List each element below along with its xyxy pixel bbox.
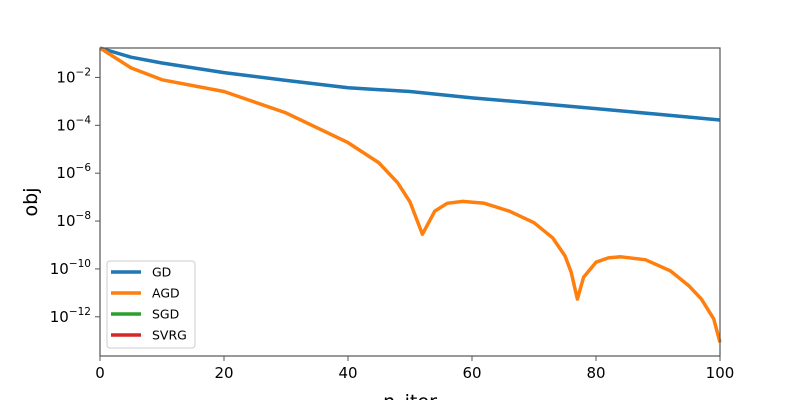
y-tick-exponent: −2	[76, 66, 91, 78]
y-tick-exponent: −4	[76, 114, 92, 126]
y-tick-exponent: −10	[69, 258, 91, 270]
y-tick-label: 10−4	[56, 114, 91, 134]
y-tick-label: 10−8	[56, 210, 91, 230]
legend-label: GD	[152, 265, 171, 280]
y-tick-label: 10−10	[50, 258, 91, 278]
y-tick-label: 10−12	[50, 306, 91, 326]
y-tick-exponent: −12	[69, 306, 91, 318]
y-tick-label: 10−2	[56, 66, 91, 86]
legend-label: SVRG	[152, 328, 187, 343]
x-tick-label: 80	[586, 364, 605, 382]
x-tick-label: 20	[214, 364, 233, 382]
y-tick-base: 10	[56, 68, 75, 86]
y-tick-base: 10	[56, 116, 75, 134]
y-tick-base: 10	[50, 308, 69, 326]
y-axis-label: obj	[20, 188, 42, 217]
y-tick-base: 10	[56, 212, 75, 230]
legend-box	[106, 260, 196, 349]
y-tick-exponent: −6	[76, 162, 92, 174]
x-tick-label: 0	[95, 364, 105, 382]
y-tick-base: 10	[50, 260, 69, 278]
series-lines	[99, 46, 722, 343]
y-tick-label: 10−6	[56, 162, 91, 182]
axes-frame	[99, 47, 721, 357]
x-tick-label: 60	[462, 364, 481, 382]
legend-label: AGD	[152, 286, 180, 301]
y-tick-exponent: −8	[76, 210, 91, 222]
y-tick-base: 10	[56, 164, 75, 182]
series-line-agd	[99, 46, 722, 343]
legend: GD AGD SGD SVRG	[106, 260, 196, 349]
x-axis: 0 20 40 60 80 100	[95, 356, 734, 382]
x-axis-label: n_iter	[383, 391, 437, 400]
x-tick-label: 100	[706, 364, 735, 382]
legend-label: SGD	[152, 307, 179, 322]
series-line-gd	[99, 46, 721, 122]
x-tick-label: 40	[338, 364, 357, 382]
